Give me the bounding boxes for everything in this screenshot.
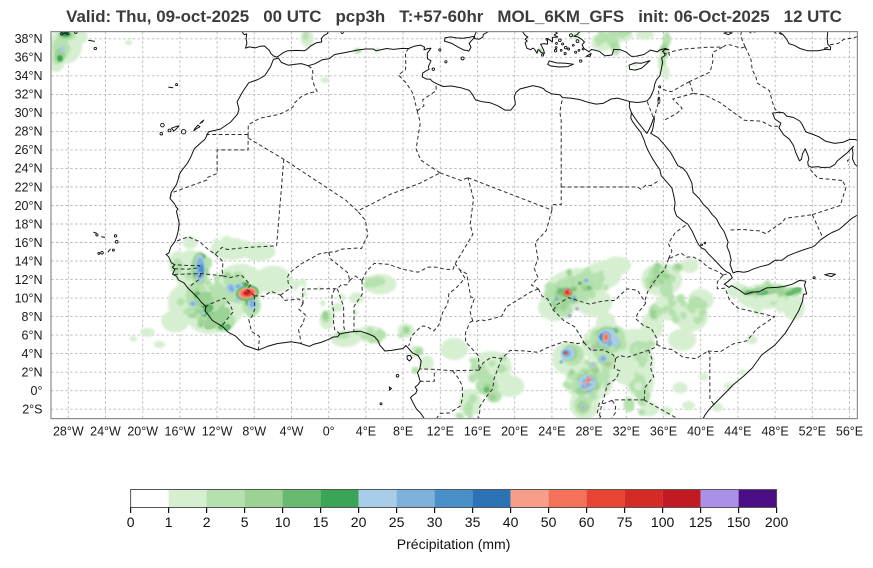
svg-text:16°W: 16°W <box>165 425 196 439</box>
svg-text:30: 30 <box>427 514 443 530</box>
svg-text:200: 200 <box>765 514 789 530</box>
svg-text:125: 125 <box>689 514 713 530</box>
svg-text:28°N: 28°N <box>15 125 43 139</box>
svg-text:36°E: 36°E <box>650 425 677 439</box>
svg-text:Précipitation (mm): Précipitation (mm) <box>397 536 511 552</box>
svg-text:150: 150 <box>727 514 751 530</box>
svg-text:40°E: 40°E <box>687 425 714 439</box>
svg-text:35: 35 <box>465 514 481 530</box>
svg-text:6°N: 6°N <box>22 328 43 342</box>
svg-text:20: 20 <box>351 514 367 530</box>
svg-text:24°N: 24°N <box>15 162 43 176</box>
svg-text:52°E: 52°E <box>799 425 826 439</box>
svg-text:22°N: 22°N <box>15 180 43 194</box>
svg-text:32°N: 32°N <box>15 88 43 102</box>
svg-text:50: 50 <box>541 514 557 530</box>
svg-text:100: 100 <box>651 514 675 530</box>
svg-text:20°N: 20°N <box>15 199 43 213</box>
svg-text:15: 15 <box>313 514 329 530</box>
svg-text:40: 40 <box>503 514 519 530</box>
svg-text:4°W: 4°W <box>280 425 304 439</box>
svg-text:16°E: 16°E <box>464 425 491 439</box>
svg-text:28°E: 28°E <box>575 425 602 439</box>
svg-text:48°E: 48°E <box>761 425 788 439</box>
svg-text:8°N: 8°N <box>22 310 43 324</box>
svg-text:32°E: 32°E <box>613 425 640 439</box>
svg-text:34°N: 34°N <box>15 69 43 83</box>
svg-text:60: 60 <box>579 514 595 530</box>
svg-text:0: 0 <box>127 514 135 530</box>
svg-text:0°: 0° <box>31 384 43 398</box>
svg-text:12°E: 12°E <box>427 425 454 439</box>
svg-text:8°W: 8°W <box>242 425 266 439</box>
svg-text:8°E: 8°E <box>393 425 413 439</box>
svg-text:2: 2 <box>203 514 211 530</box>
svg-text:24°W: 24°W <box>90 425 121 439</box>
svg-text:18°N: 18°N <box>15 217 43 231</box>
svg-text:14°N: 14°N <box>15 254 43 268</box>
svg-text:10°N: 10°N <box>15 291 43 305</box>
svg-text:2°N: 2°N <box>22 366 43 380</box>
svg-text:0°: 0° <box>323 425 335 439</box>
svg-text:36°N: 36°N <box>15 51 43 65</box>
svg-text:30°N: 30°N <box>15 106 43 120</box>
svg-text:44°E: 44°E <box>724 425 751 439</box>
svg-text:28°W: 28°W <box>53 425 84 439</box>
svg-text:Valid: Thu, 09-oct-2025 00 U: Valid: Thu, 09-oct-2025 00 UTC pcp3h T:+… <box>66 7 842 26</box>
svg-text:12°W: 12°W <box>202 425 233 439</box>
svg-text:1: 1 <box>165 514 173 530</box>
svg-text:10: 10 <box>275 514 291 530</box>
svg-text:24°E: 24°E <box>538 425 565 439</box>
svg-text:4°N: 4°N <box>22 347 43 361</box>
svg-text:75: 75 <box>617 514 633 530</box>
svg-text:16°N: 16°N <box>15 236 43 250</box>
svg-text:38°N: 38°N <box>15 32 43 46</box>
svg-text:4°E: 4°E <box>356 425 376 439</box>
svg-text:56°E: 56°E <box>836 425 863 439</box>
svg-text:12°N: 12°N <box>15 273 43 287</box>
svg-text:20°W: 20°W <box>127 425 158 439</box>
svg-text:5: 5 <box>241 514 249 530</box>
svg-text:26°N: 26°N <box>15 143 43 157</box>
svg-text:25: 25 <box>389 514 405 530</box>
svg-text:20°E: 20°E <box>501 425 528 439</box>
svg-text:2°S: 2°S <box>22 403 42 417</box>
